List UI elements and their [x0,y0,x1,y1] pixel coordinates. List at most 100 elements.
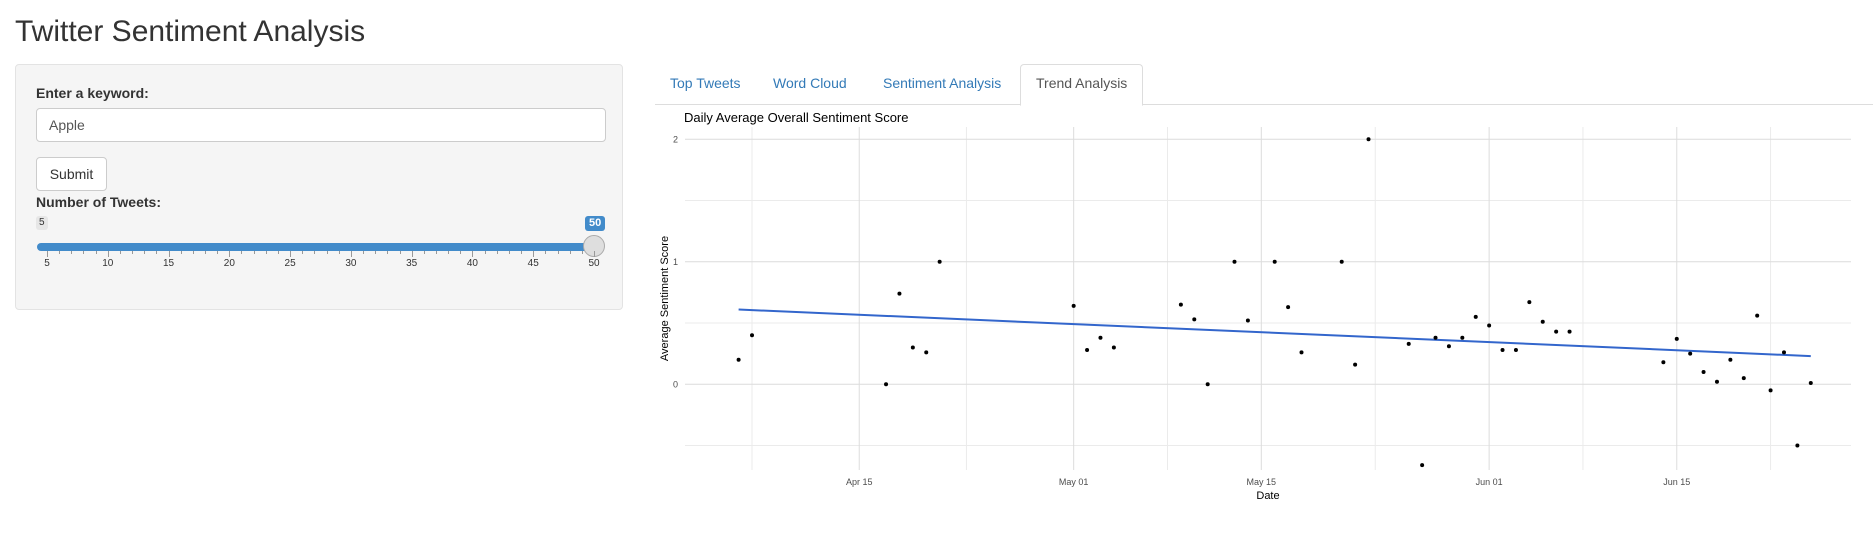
slider-tick [47,251,48,257]
slider-tick [435,251,437,254]
slider-tick [156,251,158,254]
slider-tick [423,251,425,254]
slider-tick-label: 5 [44,258,50,269]
tab-top-tweets[interactable]: Top Tweets [670,75,741,91]
slider-tick [363,251,365,254]
slider-tick [569,251,571,254]
slider-min-label: 5 [36,216,48,230]
tweets-slider[interactable]: 5 50 5 10 15 20 25 30 35 40 45 50 [16,65,624,311]
data-point [1460,335,1465,340]
trend-chart: Apr 15 May 01 May 15 Jun 01 Jun 15 0 1 2 Date Ave… [659,127,1851,502]
slider-tick [460,251,462,254]
data-point [736,357,741,362]
slider-tick-label: 15 [162,258,175,269]
tab-bar: Top Tweets Word Cloud Sentiment Analysis… [655,64,1873,106]
data-point [1567,329,1572,334]
data-point [1098,335,1103,340]
data-point [1540,319,1545,324]
x-tick-label: Jun 01 [1476,477,1503,487]
data-point [1085,347,1090,352]
trend-line [738,308,1811,358]
data-point [1513,347,1518,352]
data-point [1768,388,1773,393]
slider-tick [229,251,231,257]
slider-tick [594,251,595,257]
data-point [1661,360,1666,365]
slider-tick [205,251,207,254]
y-tick-label: 2 [673,134,678,144]
slider-tick-label: 10 [102,258,114,269]
data-point [1406,341,1411,346]
slider-tick [411,251,413,257]
x-tick-label: May 01 [1059,477,1089,487]
slider-tick [508,251,510,254]
data-point [1071,303,1076,308]
data-point [1714,379,1719,384]
tab-word-cloud[interactable]: Word Cloud [773,75,847,91]
slider-value-label: 50 [585,216,606,231]
slider-tick [71,251,73,254]
slider-tick [265,251,267,254]
data-point [1741,376,1746,381]
slider-tick [387,251,389,254]
x-axis-title: Date [1256,490,1279,502]
data-point [1433,335,1438,340]
data-point [937,259,942,264]
x-tick-label: Apr 15 [846,477,873,487]
data-point [1446,344,1451,349]
y-axis-title: Average Sentiment Score [659,236,671,361]
slider-tick [448,251,450,254]
data-point [1205,382,1210,387]
slider-tick [326,251,328,254]
slider-tick [59,251,61,254]
data-point [1245,318,1250,323]
slider-tick [533,251,535,257]
data-point [1420,463,1425,468]
tweets-label: Number of Tweets: [36,194,161,210]
data-point [924,350,929,355]
data-point [1299,350,1304,355]
slider-tick-label: 30 [345,258,357,269]
data-point [1178,302,1183,307]
data-point [1755,313,1760,318]
data-point [1272,259,1277,264]
slider-tick [119,251,121,254]
slider-tick-label: 35 [406,258,418,269]
slider-tick [83,251,85,254]
data-point [1808,381,1813,386]
data-point [1688,351,1693,356]
slider-tick-label: 25 [284,258,296,269]
slider-tick [132,251,134,254]
data-point [1473,314,1478,319]
keyword-input[interactable] [36,108,606,142]
data-point [1339,259,1344,264]
slider-track[interactable] [37,243,597,251]
keyword-label: Enter a keyword: [36,85,149,101]
data-point [1728,357,1733,362]
data-point [910,345,915,350]
data-point [1232,259,1237,264]
data-point [1500,347,1505,352]
page-title: Twitter Sentiment Analysis [15,15,366,48]
slider-tick [253,251,255,254]
slider-tick [338,251,340,254]
slider-tick [472,251,474,257]
data-point [1111,345,1116,350]
slider-tick [375,251,377,254]
tab-sentiment-analysis[interactable]: Sentiment Analysis [883,75,1002,91]
data-point [750,333,755,338]
data-point [884,382,889,387]
data-point [1795,443,1800,448]
slider-tick [290,251,292,257]
slider-tick [545,251,547,254]
x-tick-label: Jun 15 [1663,477,1690,487]
slider-tick [496,251,498,254]
slider-tick [277,251,279,254]
data-point [1527,300,1532,305]
tab-trend-analysis[interactable]: Trend Analysis [1020,64,1144,106]
slider-tick-label: 50 [588,258,600,269]
data-point [1192,317,1197,322]
slider-tick [180,251,182,254]
submit-button[interactable]: Submit [36,157,107,191]
y-tick-label: 1 [673,257,678,267]
